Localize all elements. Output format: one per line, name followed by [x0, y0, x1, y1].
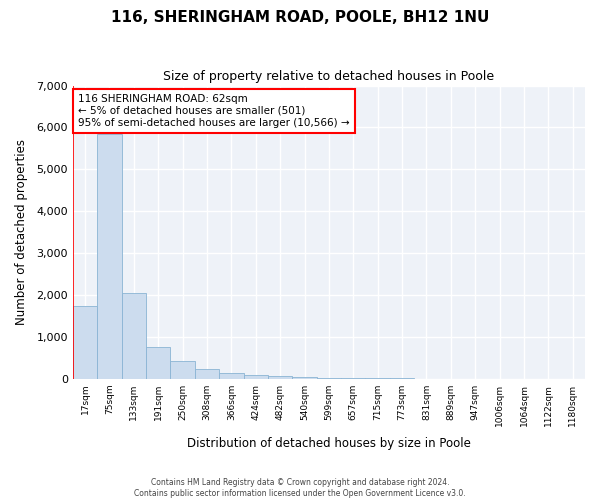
Bar — [97, 134, 122, 379]
Bar — [341, 378, 365, 379]
Bar — [317, 378, 341, 379]
X-axis label: Distribution of detached houses by size in Poole: Distribution of detached houses by size … — [187, 437, 471, 450]
Bar — [292, 377, 317, 379]
Bar — [365, 378, 390, 379]
Bar — [244, 374, 268, 379]
Text: Contains HM Land Registry data © Crown copyright and database right 2024.
Contai: Contains HM Land Registry data © Crown c… — [134, 478, 466, 498]
Bar — [170, 361, 195, 379]
Text: 116 SHERINGHAM ROAD: 62sqm
← 5% of detached houses are smaller (501)
95% of semi: 116 SHERINGHAM ROAD: 62sqm ← 5% of detac… — [78, 94, 350, 128]
Title: Size of property relative to detached houses in Poole: Size of property relative to detached ho… — [163, 70, 494, 83]
Bar — [219, 372, 244, 379]
Bar — [73, 306, 97, 379]
Bar — [122, 293, 146, 379]
Y-axis label: Number of detached properties: Number of detached properties — [15, 139, 28, 325]
Bar — [146, 348, 170, 379]
Text: 116, SHERINGHAM ROAD, POOLE, BH12 1NU: 116, SHERINGHAM ROAD, POOLE, BH12 1NU — [111, 10, 489, 25]
Bar — [268, 376, 292, 379]
Bar — [195, 370, 219, 379]
